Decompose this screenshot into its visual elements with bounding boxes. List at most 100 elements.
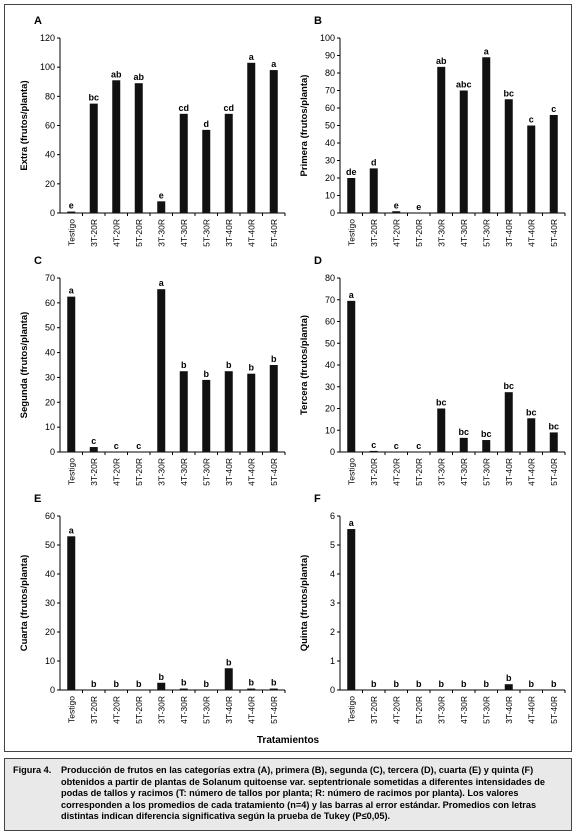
panel-c-bar: [202, 379, 211, 452]
panel-e-significance-letter: b: [271, 678, 277, 688]
panel-f-y-tick-label: 1: [330, 656, 335, 666]
panel-c-bar: [89, 447, 98, 452]
panel-a-label: A: [34, 15, 42, 27]
panel-a-y-tick-label: 0: [50, 208, 55, 218]
panel-b-bar: [437, 66, 446, 213]
panel-b-significance-letter: d: [371, 157, 377, 167]
panel-b-significance-letter: ab: [436, 56, 447, 66]
panel-a-category-label: 5T-40R: [269, 219, 279, 247]
panel-f-significance-letter: b: [439, 679, 445, 689]
panel-c-category-label: 5T-20R: [134, 458, 144, 486]
panel-c-y-tick-label: 0: [50, 447, 55, 457]
panel-c-significance-letter: c: [136, 441, 141, 451]
panel-a-significance-letter: ab: [111, 69, 122, 79]
panel-c-bar: [179, 371, 188, 452]
panel-f-category-label: 5T-20R: [414, 696, 424, 724]
panel-b-bar: [549, 115, 558, 213]
panel-a-bar: [134, 83, 143, 213]
x-axis-title: Tratamientos: [256, 735, 320, 746]
panel-e-significance-letter: b: [114, 679, 120, 689]
panel-d-label: D: [314, 255, 322, 267]
panel-a-bar: [247, 62, 256, 213]
panel-b-category-label: 4T-30R: [459, 219, 469, 247]
panel-f-y-tick-label: 6: [330, 511, 335, 521]
panel-e-category-label: 5T-40R: [269, 696, 279, 724]
panel-c-bar: [224, 371, 233, 452]
panel-d-significance-letter: bc: [436, 398, 447, 408]
panel-d-category-label: 3T-40R: [504, 458, 514, 486]
panel-d-significance-letter: a: [349, 290, 355, 300]
panel-d-y-tick-label: 40: [325, 360, 335, 370]
panel-d-significance-letter: bc: [481, 429, 492, 439]
panel-b-category-label: 5T-30R: [481, 219, 491, 247]
panel-c-category-label: 4T-40R: [246, 458, 256, 486]
panel-a-category-label: 3T-30R: [156, 219, 166, 247]
panel-c-significance-letter: b: [181, 360, 187, 370]
panel-e-y-tick-label: 60: [45, 511, 55, 521]
panel-c-y-tick-label: 20: [45, 397, 55, 407]
panel-d-category-label: 4T-20R: [391, 458, 401, 486]
panel-c-category-label: 3T-30R: [156, 458, 166, 486]
panel-e-category-label: 4T-30R: [179, 696, 189, 724]
panel-f-category-label: 3T-40R: [504, 696, 514, 724]
panel-e-category-label: Testigo: [66, 696, 76, 723]
panel-e-y-tick-label: 10: [45, 656, 55, 666]
panel-b-bar: [527, 125, 536, 213]
panel-b-significance-letter: abc: [456, 80, 472, 90]
panel-e-category-label: 5T-20R: [134, 696, 144, 724]
panel-a-category-label: 4T-40R: [246, 219, 256, 247]
panel-a-y-tick-label: 120: [40, 33, 55, 43]
panel-b-bar: [369, 168, 378, 213]
panel-b-significance-letter: c: [551, 104, 556, 114]
panel-c-y-tick-label: 30: [45, 372, 55, 382]
panel-f-significance-letter: b: [484, 679, 490, 689]
panel-d-significance-letter: bc: [458, 427, 469, 437]
panel-a-bar: [224, 113, 233, 213]
panel-c-category-label: Testigo: [66, 458, 76, 485]
panel-b-significance-letter: e: [416, 202, 421, 212]
panel-f-category-label: 4T-20R: [391, 696, 401, 724]
panel-b-category-label: Testigo: [346, 219, 356, 246]
panel-f-category-label: 4T-30R: [459, 696, 469, 724]
panel-d-significance-letter: c: [394, 441, 399, 451]
panel-e-significance-letter: a: [69, 525, 75, 535]
panel-c-y-tick-label: 70: [45, 273, 55, 283]
panel-f-significance-letter: b: [529, 679, 535, 689]
panel-e-category-label: 3T-20R: [89, 696, 99, 724]
panel-f-significance-letter: b: [416, 679, 422, 689]
panel-a-bar: [202, 129, 211, 213]
panel-e-y-tick-label: 30: [45, 598, 55, 608]
panel-a-category-label: Testigo: [66, 219, 76, 246]
panel-b-bar: [482, 57, 491, 213]
panel-a-significance-letter: e: [69, 201, 74, 211]
panel-b-y-tick-label: 60: [325, 103, 335, 113]
panel-a-y-tick-label: 40: [45, 150, 55, 160]
panel-a-y-tick-label: 20: [45, 179, 55, 189]
panel-d-category-label: 3T-30R: [436, 458, 446, 486]
panel-a-category-label: 4T-30R: [179, 219, 189, 247]
panel-d-significance-letter: c: [416, 441, 421, 451]
panel-c-significance-letter: b: [226, 360, 232, 370]
panel-d-y-tick-label: 0: [330, 447, 335, 457]
panel-e-significance-letter: b: [91, 679, 97, 689]
panel-c-significance-letter: c: [91, 436, 96, 446]
panel-d-category-label: 5T-20R: [414, 458, 424, 486]
panel-d-bar: [549, 432, 558, 452]
panel-e-label: E: [34, 493, 41, 505]
panel-f-y-tick-label: 5: [330, 540, 335, 550]
panel-a-y-tick-label: 100: [40, 62, 55, 72]
panel-b-bar: [347, 178, 356, 213]
figure-caption: Figura 4. Producción de frutos en las ca…: [4, 758, 572, 831]
panel-a-y-tick-label: 60: [45, 121, 55, 131]
panel-c-bar: [247, 373, 256, 452]
panel-b-y-tick-label: 40: [325, 138, 335, 148]
panel-c-bar: [157, 289, 166, 452]
panel-d-significance-letter: bc: [526, 407, 537, 417]
panel-b-category-label: 3T-30R: [436, 219, 446, 247]
panel-d-y-tick-label: 50: [325, 338, 335, 348]
panel-f-significance-letter: b: [394, 679, 400, 689]
panel-e-significance-letter: b: [249, 678, 255, 688]
panel-e-bar: [247, 688, 256, 690]
panel-b-y-tick-label: 100: [320, 33, 335, 43]
